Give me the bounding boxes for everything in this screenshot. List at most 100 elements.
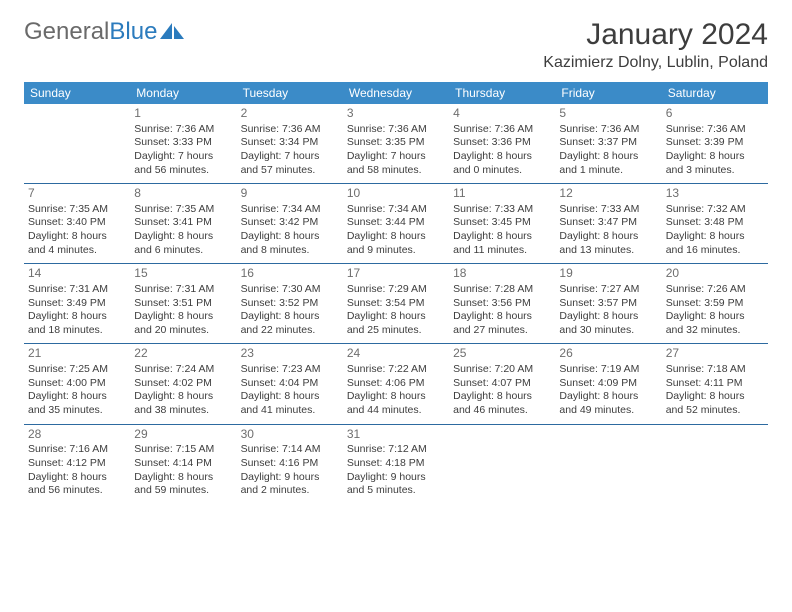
daylight-line: Daylight: 8 hours and 13 minutes. [559,230,657,257]
daylight-line: Daylight: 8 hours and 41 minutes. [241,390,339,417]
sunset-line: Sunset: 4:04 PM [241,377,339,391]
day-number: 20 [666,266,764,282]
sunrise-line: Sunrise: 7:33 AM [453,203,551,217]
day-number: 7 [28,186,126,202]
sunset-line: Sunset: 4:12 PM [28,457,126,471]
daylight-line: Daylight: 8 hours and 27 minutes. [453,310,551,337]
day-cell: 6Sunrise: 7:36 AMSunset: 3:39 PMDaylight… [662,104,768,184]
day-cell [24,104,130,184]
sunset-line: Sunset: 4:02 PM [134,377,232,391]
day-cell [555,425,661,504]
day-cell [449,425,555,504]
daylight-line: Daylight: 7 hours and 58 minutes. [347,150,445,177]
daylight-line: Daylight: 8 hours and 44 minutes. [347,390,445,417]
day-number: 13 [666,186,764,202]
day-number: 12 [559,186,657,202]
daylight-line: Daylight: 9 hours and 5 minutes. [347,471,445,498]
day-number: 17 [347,266,445,282]
day-number: 4 [453,106,551,122]
sunrise-line: Sunrise: 7:29 AM [347,283,445,297]
day-number: 27 [666,346,764,362]
sunset-line: Sunset: 3:41 PM [134,216,232,230]
sunset-line: Sunset: 4:00 PM [28,377,126,391]
sunrise-line: Sunrise: 7:14 AM [241,443,339,457]
week-row: 14Sunrise: 7:31 AMSunset: 3:49 PMDayligh… [24,264,768,344]
day-number: 22 [134,346,232,362]
day-cell: 4Sunrise: 7:36 AMSunset: 3:36 PMDaylight… [449,104,555,184]
sunrise-line: Sunrise: 7:36 AM [347,123,445,137]
daylight-line: Daylight: 8 hours and 49 minutes. [559,390,657,417]
sunrise-line: Sunrise: 7:30 AM [241,283,339,297]
logo-text-blue: Blue [109,18,157,46]
daylight-line: Daylight: 7 hours and 56 minutes. [134,150,232,177]
daylight-line: Daylight: 8 hours and 38 minutes. [134,390,232,417]
sunrise-line: Sunrise: 7:16 AM [28,443,126,457]
month-title: January 2024 [543,18,768,52]
logo-text-gray: General [24,18,109,46]
day-cell: 11Sunrise: 7:33 AMSunset: 3:45 PMDayligh… [449,184,555,264]
daylight-line: Daylight: 8 hours and 30 minutes. [559,310,657,337]
day-cell: 29Sunrise: 7:15 AMSunset: 4:14 PMDayligh… [130,425,236,504]
daylight-line: Daylight: 8 hours and 32 minutes. [666,310,764,337]
daylight-line: Daylight: 8 hours and 18 minutes. [28,310,126,337]
dow-sun: Sunday [24,82,130,104]
day-number: 3 [347,106,445,122]
day-number: 29 [134,427,232,443]
day-cell: 23Sunrise: 7:23 AMSunset: 4:04 PMDayligh… [237,344,343,424]
sunset-line: Sunset: 4:11 PM [666,377,764,391]
sunrise-line: Sunrise: 7:33 AM [559,203,657,217]
sunrise-line: Sunrise: 7:24 AM [134,363,232,377]
sunrise-line: Sunrise: 7:18 AM [666,363,764,377]
daylight-line: Daylight: 8 hours and 20 minutes. [134,310,232,337]
day-number: 14 [28,266,126,282]
sunrise-line: Sunrise: 7:35 AM [134,203,232,217]
sunset-line: Sunset: 3:36 PM [453,136,551,150]
day-number: 9 [241,186,339,202]
day-cell: 31Sunrise: 7:12 AMSunset: 4:18 PMDayligh… [343,425,449,504]
day-cell: 9Sunrise: 7:34 AMSunset: 3:42 PMDaylight… [237,184,343,264]
day-cell: 8Sunrise: 7:35 AMSunset: 3:41 PMDaylight… [130,184,236,264]
day-cell: 24Sunrise: 7:22 AMSunset: 4:06 PMDayligh… [343,344,449,424]
day-number: 16 [241,266,339,282]
sunset-line: Sunset: 4:18 PM [347,457,445,471]
day-number: 26 [559,346,657,362]
day-number: 28 [28,427,126,443]
sunrise-line: Sunrise: 7:27 AM [559,283,657,297]
daylight-line: Daylight: 8 hours and 52 minutes. [666,390,764,417]
day-cell: 18Sunrise: 7:28 AMSunset: 3:56 PMDayligh… [449,264,555,344]
daylight-line: Daylight: 8 hours and 22 minutes. [241,310,339,337]
day-cell: 14Sunrise: 7:31 AMSunset: 3:49 PMDayligh… [24,264,130,344]
sunset-line: Sunset: 3:54 PM [347,297,445,311]
day-cell: 13Sunrise: 7:32 AMSunset: 3:48 PMDayligh… [662,184,768,264]
sunrise-line: Sunrise: 7:19 AM [559,363,657,377]
day-cell: 3Sunrise: 7:36 AMSunset: 3:35 PMDaylight… [343,104,449,184]
daylight-line: Daylight: 8 hours and 0 minutes. [453,150,551,177]
day-cell: 21Sunrise: 7:25 AMSunset: 4:00 PMDayligh… [24,344,130,424]
logo-sail-icon [160,23,186,41]
day-cell: 26Sunrise: 7:19 AMSunset: 4:09 PMDayligh… [555,344,661,424]
daylight-line: Daylight: 8 hours and 46 minutes. [453,390,551,417]
day-cell: 10Sunrise: 7:34 AMSunset: 3:44 PMDayligh… [343,184,449,264]
calendar-table: Sunday Monday Tuesday Wednesday Thursday… [24,82,768,504]
day-number: 6 [666,106,764,122]
day-number: 25 [453,346,551,362]
daylight-line: Daylight: 8 hours and 1 minute. [559,150,657,177]
day-number: 21 [28,346,126,362]
sunrise-line: Sunrise: 7:31 AM [134,283,232,297]
dow-header-row: Sunday Monday Tuesday Wednesday Thursday… [24,82,768,104]
sunset-line: Sunset: 4:16 PM [241,457,339,471]
location: Kazimierz Dolny, Lublin, Poland [543,54,768,72]
sunset-line: Sunset: 3:44 PM [347,216,445,230]
day-number: 2 [241,106,339,122]
daylight-line: Daylight: 8 hours and 11 minutes. [453,230,551,257]
day-cell: 7Sunrise: 7:35 AMSunset: 3:40 PMDaylight… [24,184,130,264]
sunset-line: Sunset: 3:42 PM [241,216,339,230]
dow-wed: Wednesday [343,82,449,104]
day-cell: 22Sunrise: 7:24 AMSunset: 4:02 PMDayligh… [130,344,236,424]
sunset-line: Sunset: 4:07 PM [453,377,551,391]
daylight-line: Daylight: 8 hours and 8 minutes. [241,230,339,257]
sunset-line: Sunset: 3:56 PM [453,297,551,311]
daylight-line: Daylight: 8 hours and 6 minutes. [134,230,232,257]
sunrise-line: Sunrise: 7:15 AM [134,443,232,457]
dow-thu: Thursday [449,82,555,104]
